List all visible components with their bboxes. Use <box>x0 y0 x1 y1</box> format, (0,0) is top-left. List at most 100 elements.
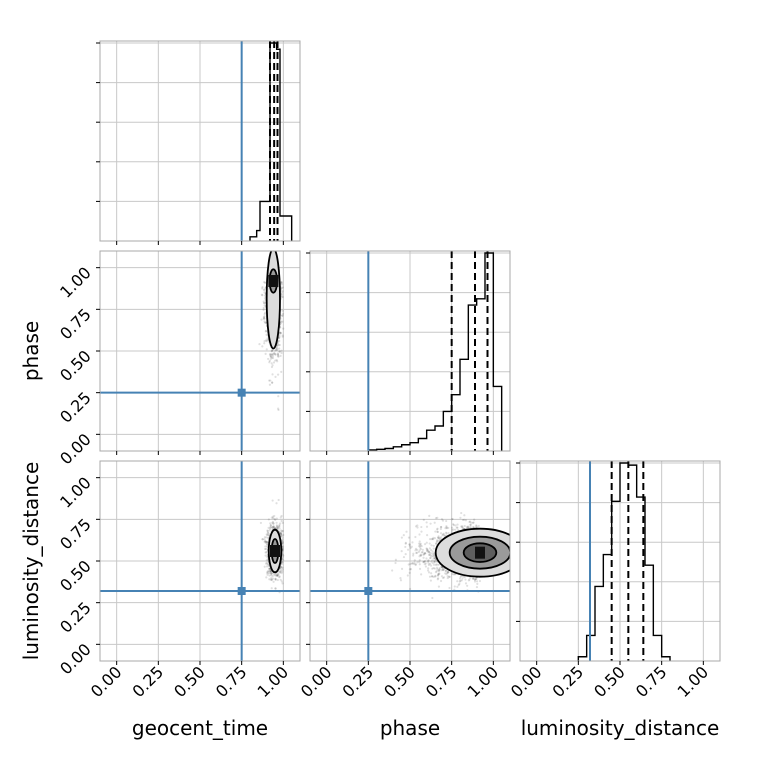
sample-point <box>427 550 431 554</box>
sample-point <box>428 542 431 545</box>
sample-point <box>460 511 463 515</box>
sample-point <box>423 563 426 566</box>
sample-point <box>472 521 475 524</box>
sample-point <box>422 553 425 556</box>
sample-point <box>272 573 276 576</box>
sample-point <box>273 526 276 529</box>
scatter-panel-geocent_time-phase <box>100 251 300 451</box>
sample-point <box>432 536 435 539</box>
sample-point <box>275 525 278 529</box>
sample-point <box>417 545 421 548</box>
y-tick-label: 1.00 <box>56 473 95 512</box>
sample-point <box>435 566 439 569</box>
sample-point <box>264 540 267 543</box>
sample-point <box>434 575 437 578</box>
x-tick-label: 0.75 <box>212 662 251 701</box>
sample-point <box>262 316 266 319</box>
sample-point <box>478 579 482 583</box>
histogram-bars <box>367 252 503 451</box>
sample-point <box>264 321 267 324</box>
sample-point <box>277 341 280 344</box>
sample-point <box>414 547 418 550</box>
sample-point <box>280 531 283 534</box>
sample-point <box>427 562 430 565</box>
sample-point <box>271 521 274 524</box>
sample-point <box>414 563 417 566</box>
sample-point <box>438 568 441 571</box>
sample-point <box>263 313 266 316</box>
sample-point <box>427 563 431 567</box>
sample-point <box>432 557 435 560</box>
sample-point <box>430 548 433 552</box>
sample-point <box>424 562 427 565</box>
sample-point <box>274 352 277 356</box>
sample-point <box>278 571 282 574</box>
sample-point <box>280 291 283 294</box>
sample-point <box>422 561 425 564</box>
sample-point <box>281 548 284 551</box>
histogram-panel-luminosity_distance <box>520 461 720 661</box>
sample-point <box>434 530 437 533</box>
sample-point <box>263 315 266 318</box>
sample-point <box>441 567 444 571</box>
sample-point <box>432 544 435 547</box>
sample-point <box>436 568 439 571</box>
sample-point <box>444 531 448 534</box>
sample-point <box>394 558 397 561</box>
sample-point <box>270 576 273 580</box>
sample-point <box>278 525 281 528</box>
sample-point <box>271 373 274 376</box>
sample-point <box>417 550 420 554</box>
sample-point <box>270 571 273 574</box>
sample-point <box>280 294 283 297</box>
sample-point <box>280 529 283 532</box>
sample-point <box>280 351 283 355</box>
x-tick-label: 0.00 <box>297 662 336 701</box>
sample-point <box>419 544 422 547</box>
sample-point <box>274 348 277 351</box>
sample-point <box>265 561 268 564</box>
sample-point <box>261 286 264 289</box>
sample-point <box>272 352 275 356</box>
sample-point <box>440 518 444 521</box>
sample-point <box>270 572 273 575</box>
sample-point <box>429 556 432 559</box>
sample-point <box>267 526 270 529</box>
sample-point <box>474 577 478 581</box>
sample-point <box>457 583 460 587</box>
truth-marker <box>364 587 373 595</box>
sample-point <box>441 576 445 580</box>
sample-point <box>472 577 475 580</box>
sample-point <box>260 318 263 321</box>
sample-point <box>433 559 436 563</box>
sample-point <box>402 534 405 537</box>
sample-point <box>271 574 274 578</box>
sample-point <box>269 355 272 358</box>
sample-point <box>438 536 441 540</box>
sample-point <box>400 550 403 553</box>
sample-point <box>472 577 475 580</box>
sample-point <box>272 580 275 583</box>
sample-point <box>430 538 433 541</box>
sample-point <box>447 571 450 574</box>
sample-point <box>263 320 266 323</box>
sample-point <box>269 527 272 531</box>
sample-point <box>275 524 278 527</box>
sample-point <box>456 523 459 526</box>
sample-point <box>441 566 444 569</box>
y-tick-label: 0.50 <box>56 346 95 385</box>
sample-point <box>264 321 267 324</box>
sample-point <box>274 518 277 521</box>
sample-point <box>425 547 429 551</box>
sample-point <box>267 563 270 566</box>
sample-point <box>278 527 281 530</box>
sample-point <box>268 529 271 532</box>
sample-point <box>425 547 428 550</box>
sample-point <box>271 356 274 359</box>
sample-point <box>436 530 439 533</box>
sample-point <box>467 579 470 582</box>
sample-point <box>271 526 274 529</box>
sample-point <box>440 575 444 578</box>
sample-point <box>265 551 268 554</box>
sample-point <box>273 351 276 354</box>
